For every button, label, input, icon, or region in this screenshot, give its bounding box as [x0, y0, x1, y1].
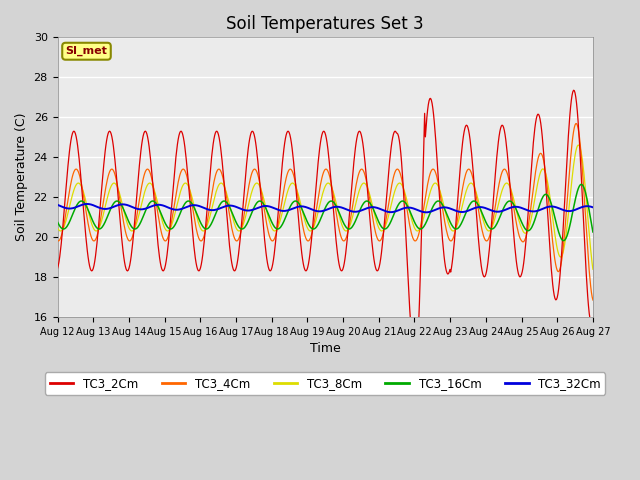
Y-axis label: Soil Temperature (C): Soil Temperature (C) — [15, 113, 28, 241]
Title: Soil Temperatures Set 3: Soil Temperatures Set 3 — [227, 15, 424, 33]
Legend: TC3_2Cm, TC3_4Cm, TC3_8Cm, TC3_16Cm, TC3_32Cm: TC3_2Cm, TC3_4Cm, TC3_8Cm, TC3_16Cm, TC3… — [45, 372, 605, 395]
Text: SI_met: SI_met — [65, 46, 108, 56]
X-axis label: Time: Time — [310, 342, 340, 355]
